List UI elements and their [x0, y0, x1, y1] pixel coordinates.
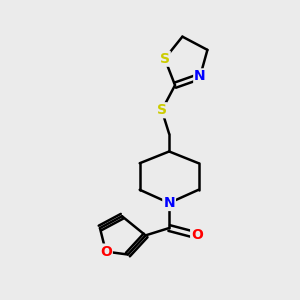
Text: N: N — [194, 69, 206, 83]
Text: S: S — [160, 52, 170, 66]
Text: O: O — [191, 228, 203, 242]
Text: O: O — [100, 244, 112, 259]
Text: S: S — [157, 103, 167, 117]
Text: N: N — [163, 196, 175, 210]
